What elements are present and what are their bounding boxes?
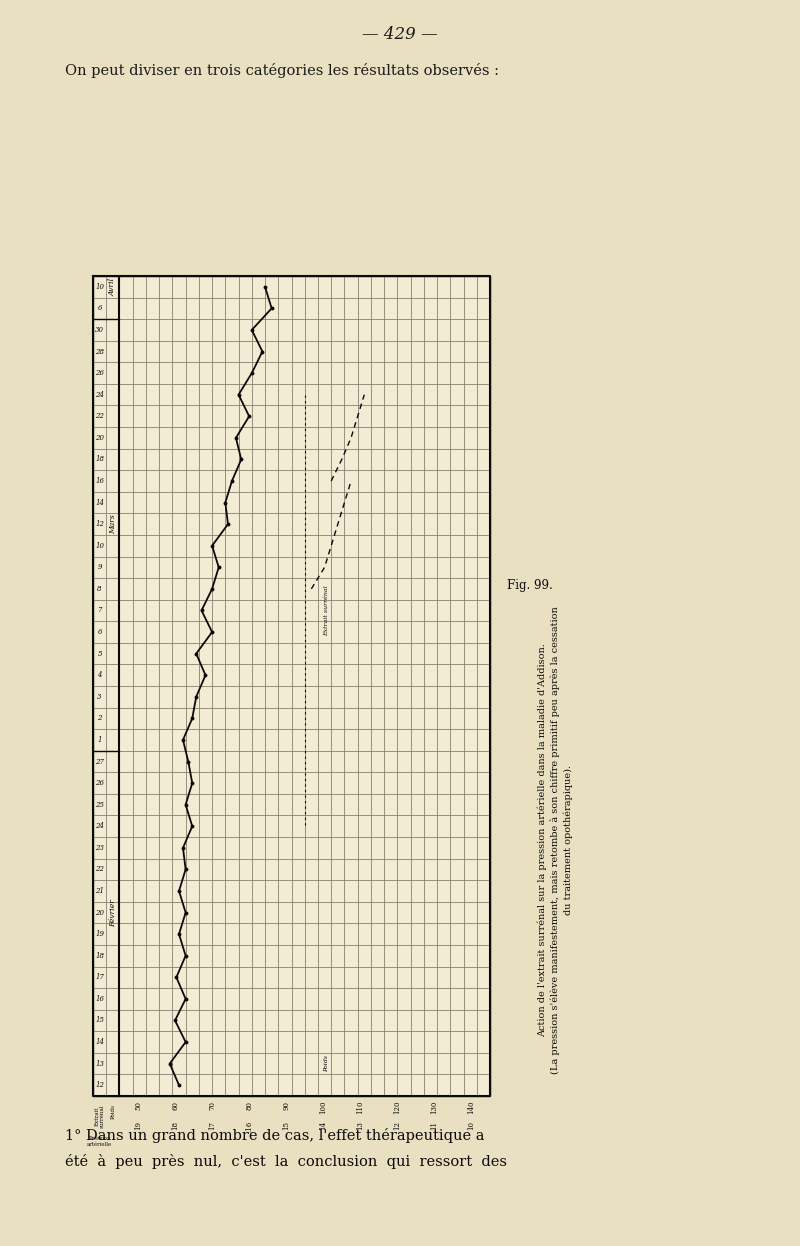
Text: 15: 15 bbox=[95, 1017, 104, 1024]
Text: On peut diviser en trois catégories les résultats observés :: On peut diviser en trois catégories les … bbox=[65, 64, 499, 78]
Text: Avril: Avril bbox=[109, 278, 117, 295]
Text: 14: 14 bbox=[319, 1121, 327, 1130]
Text: 24: 24 bbox=[95, 822, 104, 830]
Text: Poids: Poids bbox=[325, 1055, 330, 1072]
Text: Extrait surrénal: Extrait surrénal bbox=[325, 586, 330, 635]
Text: 13: 13 bbox=[356, 1121, 364, 1130]
Text: 90: 90 bbox=[282, 1101, 290, 1110]
Text: 30: 30 bbox=[95, 326, 104, 334]
Text: 17: 17 bbox=[208, 1121, 216, 1130]
Text: 10: 10 bbox=[95, 542, 104, 549]
Text: 22: 22 bbox=[95, 866, 104, 873]
Text: — 429 —: — 429 — bbox=[362, 26, 438, 44]
Text: 18: 18 bbox=[171, 1121, 179, 1130]
Text: Action de l'extrait surrénal sur la pression artérielle dans la maladie d'Addiso: Action de l'extrait surrénal sur la pres… bbox=[538, 606, 573, 1074]
Text: 4: 4 bbox=[98, 672, 102, 679]
Text: 16: 16 bbox=[95, 477, 104, 485]
Text: 1: 1 bbox=[98, 736, 102, 744]
Text: 50: 50 bbox=[134, 1101, 142, 1110]
Text: 12: 12 bbox=[394, 1121, 402, 1130]
Text: 1° Dans un grand nombre de cas, l'effet thérapeutique a: 1° Dans un grand nombre de cas, l'effet … bbox=[65, 1128, 485, 1143]
Text: 14: 14 bbox=[95, 498, 104, 507]
Text: 60: 60 bbox=[171, 1101, 179, 1110]
Text: 80: 80 bbox=[245, 1101, 253, 1110]
Text: 13: 13 bbox=[95, 1059, 104, 1068]
Text: Mars: Mars bbox=[109, 515, 117, 535]
Text: Février: Février bbox=[109, 898, 117, 927]
Text: 70: 70 bbox=[208, 1101, 216, 1110]
Text: 18: 18 bbox=[95, 456, 104, 464]
Text: 110: 110 bbox=[356, 1101, 364, 1114]
Text: 12: 12 bbox=[95, 520, 104, 528]
Text: 16: 16 bbox=[95, 994, 104, 1003]
Text: 8: 8 bbox=[98, 584, 102, 593]
Text: 3: 3 bbox=[98, 693, 102, 700]
Text: 12: 12 bbox=[95, 1082, 104, 1089]
Text: Fig. 99.: Fig. 99. bbox=[507, 579, 553, 593]
Text: 10: 10 bbox=[95, 283, 104, 290]
Text: 19: 19 bbox=[134, 1121, 142, 1130]
Text: 17: 17 bbox=[95, 973, 104, 982]
Text: 9: 9 bbox=[98, 563, 102, 572]
Text: 5: 5 bbox=[98, 649, 102, 658]
Text: 2: 2 bbox=[98, 714, 102, 723]
Text: 7: 7 bbox=[98, 607, 102, 614]
Text: 18: 18 bbox=[95, 952, 104, 959]
Text: 26: 26 bbox=[95, 369, 104, 378]
Text: 11: 11 bbox=[430, 1121, 438, 1130]
Text: 20: 20 bbox=[95, 908, 104, 917]
Text: 15: 15 bbox=[282, 1121, 290, 1130]
Text: 14: 14 bbox=[95, 1038, 104, 1047]
Text: Pression
artérielle: Pression artérielle bbox=[87, 1136, 112, 1146]
Text: 10: 10 bbox=[467, 1121, 475, 1130]
Text: 6: 6 bbox=[98, 304, 102, 313]
Text: 25: 25 bbox=[95, 801, 104, 809]
Text: été  à  peu  près  nul,  c'est  la  conclusion  qui  ressort  des: été à peu près nul, c'est la conclusion … bbox=[65, 1154, 507, 1169]
Text: 20: 20 bbox=[95, 434, 104, 442]
Text: 140: 140 bbox=[467, 1101, 475, 1114]
Text: 19: 19 bbox=[95, 931, 104, 938]
Text: 27: 27 bbox=[95, 758, 104, 765]
Text: Extrait
surrénal: Extrait surrénal bbox=[94, 1104, 105, 1128]
Text: 22: 22 bbox=[95, 412, 104, 420]
Text: .16: .16 bbox=[245, 1121, 253, 1133]
Text: 26: 26 bbox=[95, 779, 104, 787]
Text: 120: 120 bbox=[394, 1101, 402, 1114]
Text: 130: 130 bbox=[430, 1101, 438, 1114]
Text: 100: 100 bbox=[319, 1101, 327, 1114]
Text: 24: 24 bbox=[95, 391, 104, 399]
Text: 21: 21 bbox=[95, 887, 104, 895]
Text: 6: 6 bbox=[98, 628, 102, 635]
Text: 23: 23 bbox=[95, 844, 104, 852]
Bar bbox=[93, 277, 490, 1096]
Text: 28: 28 bbox=[95, 348, 104, 355]
Text: Poids: Poids bbox=[110, 1104, 115, 1119]
